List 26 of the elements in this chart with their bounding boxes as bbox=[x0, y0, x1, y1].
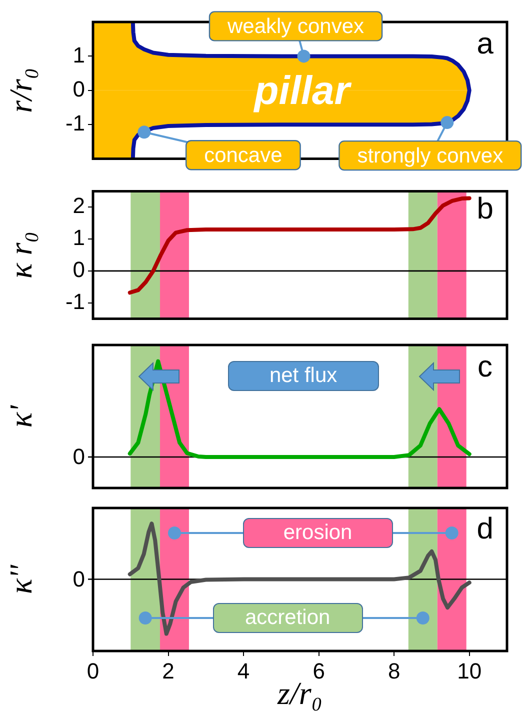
label-box: erosion bbox=[242, 518, 393, 548]
y-tick-label: 0 bbox=[72, 76, 85, 102]
label-box: accretion bbox=[212, 603, 363, 633]
y-tick-label: 1 bbox=[72, 225, 85, 250]
y-tick-label: -1 bbox=[65, 110, 85, 136]
annotation: c bbox=[478, 350, 493, 384]
x-tick-label: 10 bbox=[457, 658, 482, 684]
y-tick-label: -1 bbox=[65, 288, 85, 314]
annotation: concave bbox=[204, 144, 282, 167]
annotation: b bbox=[476, 192, 494, 226]
y-tick-label: 0 bbox=[72, 257, 85, 282]
y-tick-label: 1 bbox=[72, 42, 85, 68]
y-tick-label: 2 bbox=[72, 193, 85, 218]
annotation: weakly convex bbox=[226, 14, 365, 38]
annotation: d bbox=[476, 512, 494, 546]
annotation: strongly convex bbox=[357, 144, 504, 168]
x-tick-label: 4 bbox=[237, 658, 250, 684]
y-axis-title: r/r₀ bbox=[2, 68, 39, 113]
label-box: net flux bbox=[228, 361, 379, 391]
y-axis-title: κ r₀ bbox=[2, 232, 39, 278]
y-axis-title: κ' bbox=[2, 404, 39, 428]
annotation: a bbox=[476, 27, 494, 60]
x-tick-label: 8 bbox=[388, 658, 400, 684]
y-axis-title: κ'' bbox=[2, 564, 39, 594]
x-tick-label: 2 bbox=[162, 658, 174, 684]
annotation: pillar bbox=[253, 69, 352, 114]
